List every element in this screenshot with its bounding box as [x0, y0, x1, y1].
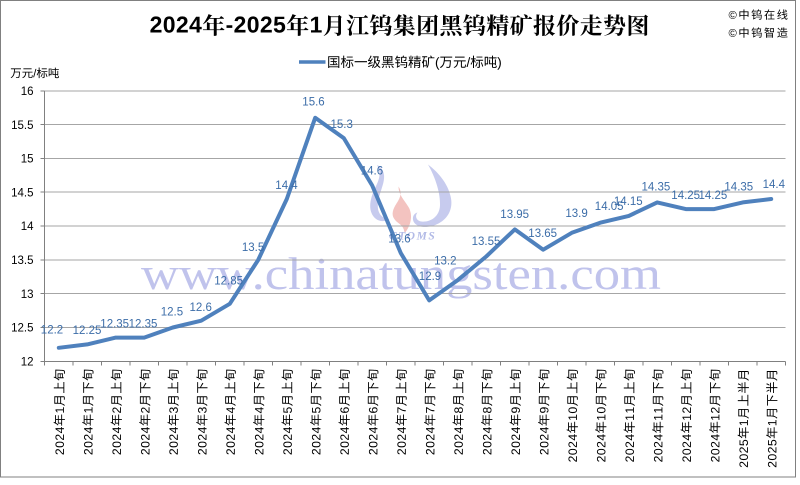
svg-text:12: 12: [21, 357, 34, 369]
svg-text:14.25: 14.25: [671, 190, 700, 202]
svg-text:14.35: 14.35: [724, 181, 753, 193]
svg-text:14.15: 14.15: [614, 196, 643, 208]
svg-text:13.55: 13.55: [472, 236, 501, 248]
svg-text:14.5: 14.5: [11, 187, 33, 199]
svg-text:12.9: 12.9: [419, 271, 441, 283]
svg-text:14.25: 14.25: [699, 190, 728, 202]
svg-text:14.4: 14.4: [763, 179, 786, 191]
svg-text:15.3: 15.3: [331, 119, 353, 131]
svg-text:13.5: 13.5: [242, 242, 264, 254]
svg-text:12.2: 12.2: [41, 325, 63, 337]
svg-text:14.4: 14.4: [275, 180, 298, 192]
svg-text:13.95: 13.95: [500, 209, 529, 221]
svg-text:12.35: 12.35: [100, 319, 129, 331]
svg-text:13: 13: [21, 289, 34, 301]
svg-text:13.9: 13.9: [565, 208, 587, 220]
svg-text:12.25: 12.25: [73, 325, 102, 337]
svg-text:12.6: 12.6: [190, 302, 212, 314]
svg-text:14: 14: [21, 221, 34, 233]
svg-text:15.5: 15.5: [11, 120, 33, 132]
svg-text:16: 16: [21, 86, 34, 98]
svg-text:12.85: 12.85: [214, 276, 243, 288]
svg-text:12.35: 12.35: [129, 319, 158, 331]
svg-text:13.5: 13.5: [11, 255, 33, 267]
svg-text:12.5: 12.5: [11, 323, 33, 335]
svg-text:15: 15: [21, 154, 34, 166]
svg-text:www.chinatungsten.com: www.chinatungsten.com: [141, 249, 661, 299]
svg-text:13.65: 13.65: [528, 228, 557, 240]
svg-text:13.6: 13.6: [388, 234, 410, 246]
svg-text:14.6: 14.6: [361, 165, 383, 177]
svg-text:15.6: 15.6: [302, 97, 324, 109]
svg-text:14.35: 14.35: [642, 182, 671, 194]
svg-text:12.5: 12.5: [161, 306, 183, 318]
svg-text:14.05: 14.05: [595, 201, 624, 213]
svg-text:CTOMS: CTOMS: [389, 231, 436, 243]
svg-text:13.2: 13.2: [434, 256, 456, 268]
